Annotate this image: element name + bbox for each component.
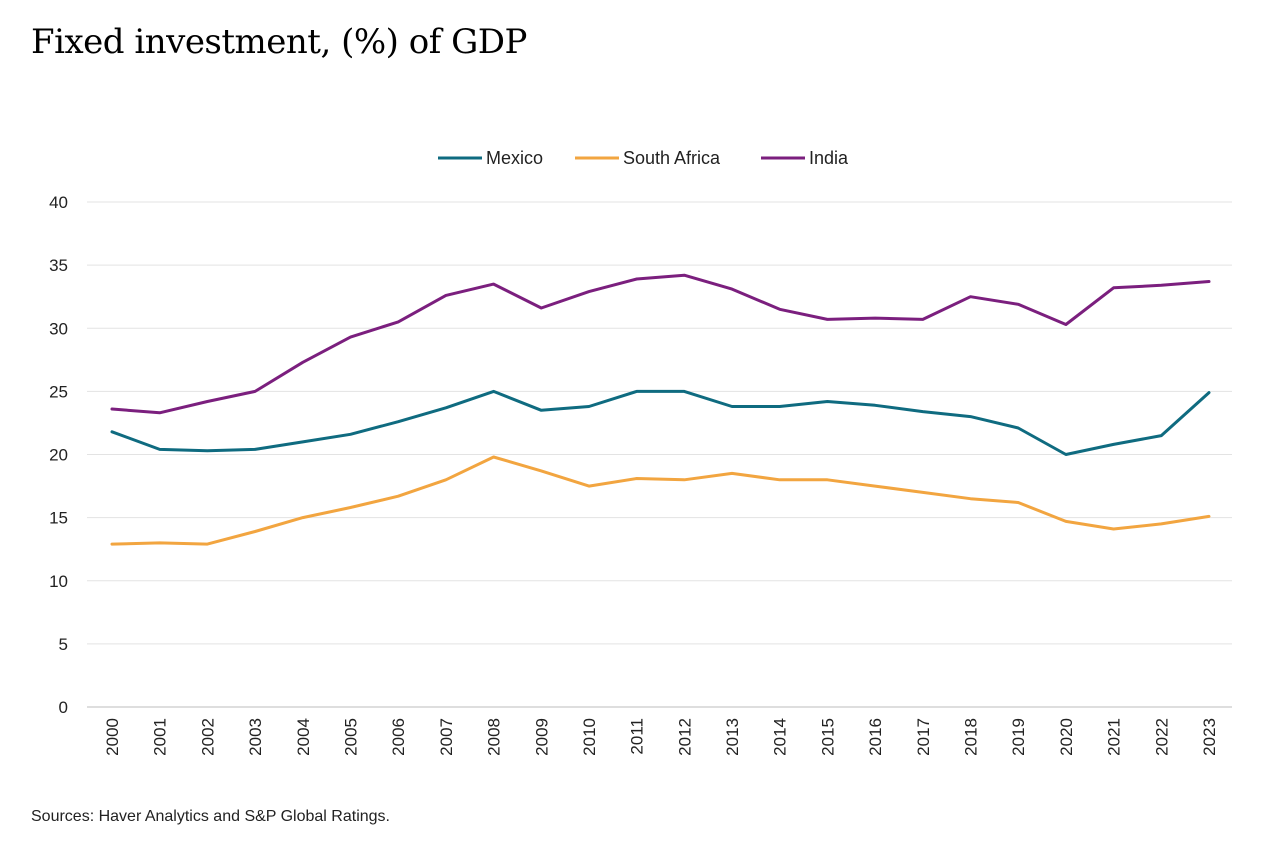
x-tick-label: 2020	[1057, 718, 1076, 756]
x-tick-label: 2012	[675, 718, 694, 756]
x-tick-label: 2009	[532, 718, 551, 756]
series-line-south-africa	[110, 455, 1211, 546]
x-tick-label: 2010	[580, 718, 599, 756]
x-tick-label: 2014	[771, 718, 790, 756]
y-tick-label: 25	[49, 382, 68, 401]
y-tick-label: 15	[49, 509, 68, 528]
x-tick-label: 2008	[485, 718, 504, 756]
y-tick-label: 5	[59, 635, 68, 654]
y-tick-label: 40	[49, 193, 68, 212]
x-tick-label: 2006	[389, 718, 408, 756]
legend-item-mexico: Mexico	[438, 148, 543, 168]
y-axis-ticks: 0 5 10 15 20 25 30 35 40	[49, 193, 68, 717]
x-tick-label: 2015	[818, 718, 837, 756]
x-tick-label: 2016	[866, 718, 885, 756]
legend-item-india: India	[761, 148, 849, 168]
legend-label: Mexico	[486, 148, 543, 168]
legend: Mexico South Africa India	[438, 148, 849, 168]
x-tick-label: 2007	[437, 718, 456, 756]
y-tick-label: 35	[49, 256, 68, 275]
x-axis-ticks: 2000 2001 2002 2003 2004 2005 2006 2007 2008 2009…	[103, 718, 1219, 756]
y-tick-label: 0	[59, 698, 68, 717]
x-tick-label: 2004	[294, 718, 313, 756]
y-tick-label: 20	[49, 446, 68, 465]
x-tick-label: 2018	[962, 718, 981, 756]
y-tick-label: 10	[49, 572, 68, 591]
x-tick-label: 2013	[723, 718, 742, 756]
x-tick-label: 2011	[628, 718, 647, 755]
legend-label: South Africa	[623, 148, 721, 168]
x-tick-label: 2019	[1009, 718, 1028, 756]
x-tick-label: 2021	[1105, 718, 1124, 756]
x-tick-label: 2023	[1200, 718, 1219, 756]
x-tick-label: 2002	[198, 718, 217, 756]
x-tick-label: 2001	[151, 718, 170, 756]
series-lines	[110, 273, 1211, 546]
y-tick-label: 30	[49, 319, 68, 338]
source-note: Sources: Haver Analytics and S&P Global …	[31, 808, 390, 825]
x-tick-label: 2000	[103, 718, 122, 756]
x-tick-label: 2022	[1152, 718, 1171, 756]
legend-item-south-africa: South Africa	[575, 148, 721, 168]
series-line-india	[110, 273, 1211, 415]
x-tick-label: 2017	[914, 718, 933, 756]
x-tick-label: 2005	[341, 718, 360, 756]
legend-label: India	[809, 148, 849, 168]
series-line-mexico	[110, 389, 1211, 456]
x-tick-label: 2003	[246, 718, 265, 756]
chart-title: Fixed investment, (%) of GDP	[31, 22, 527, 62]
